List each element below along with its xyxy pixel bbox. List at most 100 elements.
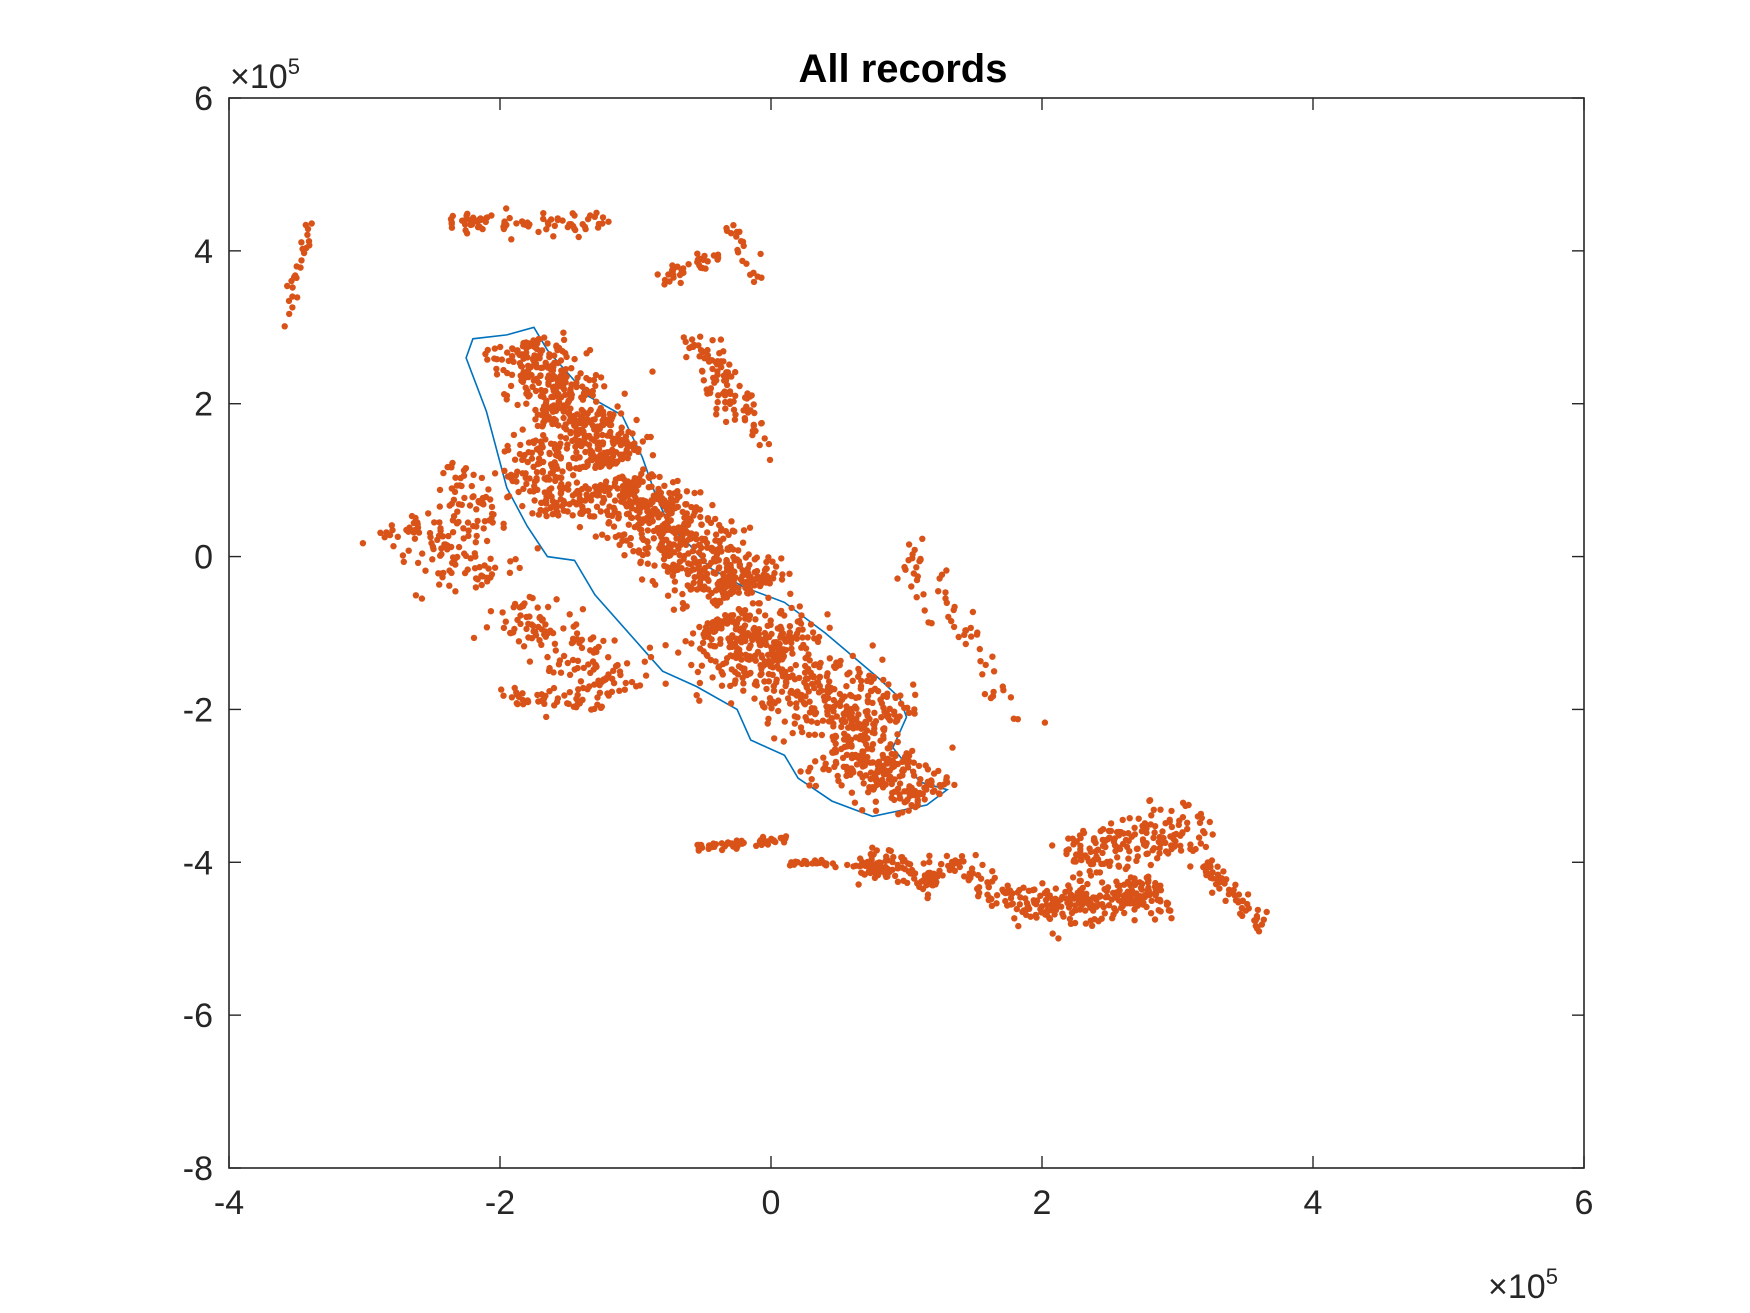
- scatter-point: [508, 236, 515, 243]
- scatter-point: [436, 503, 443, 510]
- scatter-point: [555, 661, 563, 668]
- scatter-point: [488, 212, 495, 219]
- scatter-point: [664, 568, 672, 575]
- scatter-point: [750, 422, 757, 430]
- scatter-point: [867, 775, 874, 783]
- scatter-point: [803, 682, 810, 689]
- scatter-point: [1068, 909, 1076, 917]
- scatter-point: [470, 634, 478, 642]
- scatter-point: [1140, 899, 1147, 906]
- scatter-point: [572, 443, 579, 450]
- scatter-point: [541, 700, 548, 707]
- scatter-point: [698, 662, 706, 669]
- scatter-point: [753, 682, 760, 689]
- scatter-point: [969, 608, 977, 616]
- scatter-point: [551, 222, 558, 229]
- scatter-point: [557, 433, 564, 440]
- scatter-point: [1033, 914, 1040, 921]
- scatter-point: [618, 424, 625, 431]
- scatter-point: [573, 449, 580, 456]
- scatter-point: [639, 535, 646, 542]
- scatter-point: [449, 529, 457, 536]
- scatter-point: [740, 687, 747, 694]
- scatter-point: [880, 676, 887, 684]
- scatter-point: [625, 521, 632, 528]
- scatter-point: [829, 860, 837, 867]
- scatter-point: [1111, 842, 1119, 849]
- scatter-point: [482, 218, 489, 226]
- scatter-point: [647, 653, 655, 661]
- scatter-point: [849, 717, 856, 724]
- scatter-point: [936, 790, 943, 798]
- scatter-point: [846, 669, 853, 676]
- scatter-point: [709, 337, 716, 344]
- scatter-point: [400, 558, 407, 565]
- scatter-point: [855, 665, 862, 673]
- scatter-point: [530, 463, 537, 470]
- scatter-point: [359, 540, 367, 547]
- scatter-point: [783, 679, 790, 687]
- scatter-point: [436, 519, 443, 526]
- scatter-point: [461, 550, 468, 557]
- scatter-point: [635, 448, 642, 455]
- scatter-point: [981, 690, 989, 698]
- scatter-point: [554, 465, 561, 472]
- scatter-point: [538, 617, 546, 624]
- scatter-point: [700, 536, 707, 544]
- scatter-point: [811, 710, 819, 718]
- scatter-point: [491, 564, 499, 571]
- scatter-point: [765, 670, 773, 678]
- scatter-point: [526, 475, 533, 482]
- scatter-point: [723, 224, 730, 232]
- scatter-point: [508, 694, 516, 701]
- scatter-point: [700, 256, 707, 264]
- scatter-point: [446, 567, 453, 574]
- scatter-point: [1235, 891, 1243, 898]
- scatter-point: [696, 353, 703, 360]
- scatter-point: [693, 536, 700, 543]
- scatter-point: [1187, 841, 1194, 848]
- scatter-point: [1168, 807, 1175, 815]
- scatter-point: [522, 470, 529, 477]
- scatter-point: [591, 483, 599, 490]
- scatter-point: [1055, 935, 1062, 942]
- scatter-point: [749, 427, 756, 435]
- scatter-point: [955, 633, 962, 641]
- scatter-point: [705, 593, 712, 600]
- scatter-point: [937, 783, 944, 790]
- scatter-point: [965, 874, 973, 882]
- scatter-point: [651, 562, 658, 569]
- scatter-point: [558, 474, 565, 482]
- scatter-point: [534, 486, 541, 493]
- scatter-point: [699, 368, 706, 375]
- scatter-point: [410, 529, 417, 536]
- scatter-point: [519, 502, 526, 510]
- scatter-point: [426, 529, 434, 537]
- scatter-point: [924, 894, 931, 902]
- scatter-point: [1184, 825, 1191, 833]
- scatter-point: [782, 668, 789, 676]
- scatter-point: [1076, 870, 1083, 877]
- scatter-point: [422, 567, 429, 574]
- scatter-point: [859, 763, 866, 770]
- scatter-point: [528, 635, 536, 642]
- scatter-point: [968, 633, 975, 640]
- scatter-point: [665, 518, 673, 525]
- scatter-point: [691, 558, 698, 566]
- scatter-point: [1091, 837, 1098, 844]
- scatter-point: [577, 370, 584, 377]
- scatter-point: [761, 704, 768, 711]
- scatter-point: [546, 449, 553, 457]
- scatter-point: [564, 441, 571, 448]
- scatter-point: [765, 715, 772, 722]
- scatter-point: [594, 224, 602, 231]
- scatter-point: [553, 342, 560, 349]
- scatter-point: [730, 618, 737, 625]
- scatter-point: [867, 860, 875, 868]
- scatter-point: [1017, 894, 1024, 901]
- scatter-point: [1113, 878, 1120, 885]
- scatter-point: [760, 571, 767, 578]
- scatter-point: [571, 666, 578, 673]
- scatter-point: [594, 411, 601, 418]
- scatter-point: [548, 216, 555, 223]
